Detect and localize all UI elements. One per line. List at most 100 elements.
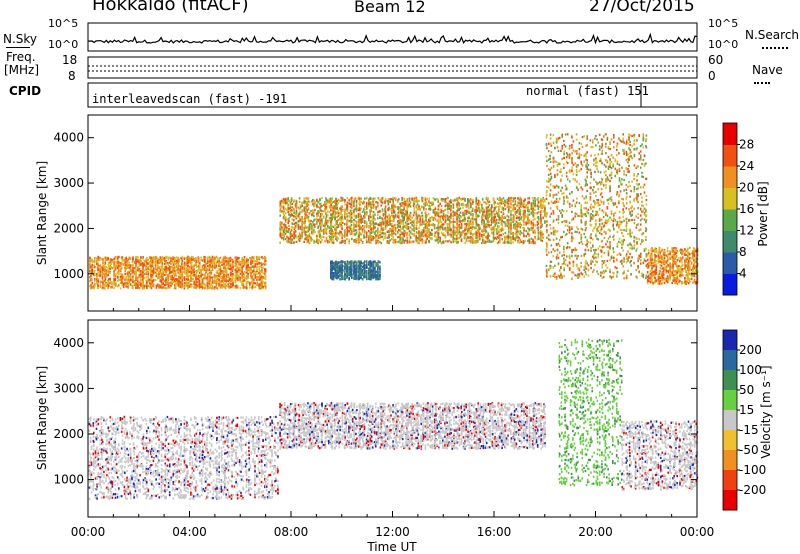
echo-cell: [251, 277, 254, 280]
echo-cell: [372, 218, 374, 221]
echo-cell: [146, 282, 148, 286]
echo-cell: [434, 218, 437, 221]
echo-cell: [366, 211, 368, 214]
echo-cell: [369, 220, 371, 223]
echo-cell: [298, 197, 301, 200]
echo-cell: [173, 269, 176, 272]
echo-cell: [368, 199, 370, 202]
echo-cell: [344, 229, 346, 232]
echo-cell: [470, 241, 472, 244]
echo-cell: [437, 204, 440, 207]
echo-cell: [380, 242, 383, 245]
echo-cell: [249, 268, 251, 271]
echo-cell: [293, 209, 296, 212]
echo-cell: [145, 260, 148, 263]
echo-cell: [165, 267, 167, 270]
echo-cell: [210, 276, 213, 279]
echo-cell: [219, 286, 222, 289]
echo-cell: [366, 224, 368, 227]
echo-cell: [426, 227, 428, 230]
echo-cell: [146, 262, 148, 265]
echo-cell: [158, 276, 160, 279]
echo-cell: [317, 219, 319, 222]
echo-cell: [205, 271, 207, 274]
echo-cell: [468, 217, 470, 220]
echo-cell: [305, 208, 307, 211]
echo-cell: [295, 203, 298, 206]
echo-cell: [306, 210, 308, 213]
echo-cell: [107, 279, 109, 282]
echo-cell: [447, 233, 449, 236]
echo-cell: [447, 240, 449, 243]
echo-cell: [472, 222, 474, 226]
echo-cell: [256, 276, 259, 279]
echo-cell: [298, 233, 301, 236]
echo-cell: [91, 260, 94, 263]
echo-cell: [464, 236, 466, 239]
echo-cell: [282, 205, 285, 208]
echo-cell: [142, 285, 144, 288]
echo-cell: [325, 197, 327, 200]
echo-cell: [419, 239, 421, 242]
echo-cell: [464, 232, 466, 235]
echo-cell: [150, 282, 152, 285]
echo-cell: [321, 229, 323, 233]
echo-cell: [341, 224, 343, 228]
echo-cell: [223, 259, 225, 262]
echo-cell: [406, 198, 409, 201]
echo-cell: [424, 229, 427, 232]
echo-cell: [459, 207, 462, 210]
echo-cell: [264, 259, 267, 262]
echo-cell: [377, 236, 380, 239]
echo-cell: [290, 212, 293, 215]
echo-cell: [216, 275, 219, 278]
noise-search-label: N.Search: [745, 28, 800, 42]
echo-cell: [109, 277, 111, 280]
echo-cell: [187, 269, 189, 273]
echo-cell: [126, 266, 129, 269]
echo-cell: [346, 222, 349, 225]
echo-cell: [192, 269, 194, 272]
echo-cell: [214, 257, 216, 260]
echo-cell: [335, 237, 337, 241]
echo-cell: [104, 281, 107, 285]
echo-cell: [472, 213, 474, 216]
echo-cell: [192, 277, 194, 281]
echo-cell: [211, 257, 214, 260]
echo-cell: [165, 276, 167, 279]
echo-cell: [234, 285, 237, 288]
echo-cell: [325, 239, 328, 242]
echo-cell: [250, 267, 252, 270]
echo-cell: [167, 278, 170, 281]
echo-cell: [118, 272, 120, 275]
echo-cell: [147, 280, 149, 283]
echo-cell: [242, 262, 245, 265]
echo-cell: [307, 208, 310, 211]
echo-cell: [133, 260, 136, 264]
echo-cell: [254, 265, 257, 268]
echo-cell: [423, 235, 425, 238]
echo-cell: [159, 279, 162, 282]
echo-cell: [353, 229, 356, 232]
echo-cell: [359, 202, 361, 205]
echo-cell: [261, 281, 263, 284]
echo-cell: [334, 200, 336, 203]
echo-cell: [124, 267, 126, 270]
echo-cell: [407, 227, 410, 230]
echo-cell: [359, 232, 361, 236]
echo-cell: [330, 227, 333, 230]
echo-cell: [188, 270, 191, 273]
echo-cell: [454, 233, 456, 236]
echo-cell: [185, 277, 188, 281]
echo-cell: [119, 272, 122, 275]
echo-cell: [360, 219, 362, 222]
echo-cell: [163, 266, 166, 269]
echo-cell: [138, 281, 141, 284]
echo-cell: [358, 235, 360, 238]
echo-cell: [374, 226, 376, 229]
echo-cell: [137, 286, 139, 289]
echo-cell: [201, 282, 204, 285]
echo-cell: [281, 228, 283, 231]
echo-cell: [200, 274, 202, 278]
echo-cell: [307, 217, 310, 220]
